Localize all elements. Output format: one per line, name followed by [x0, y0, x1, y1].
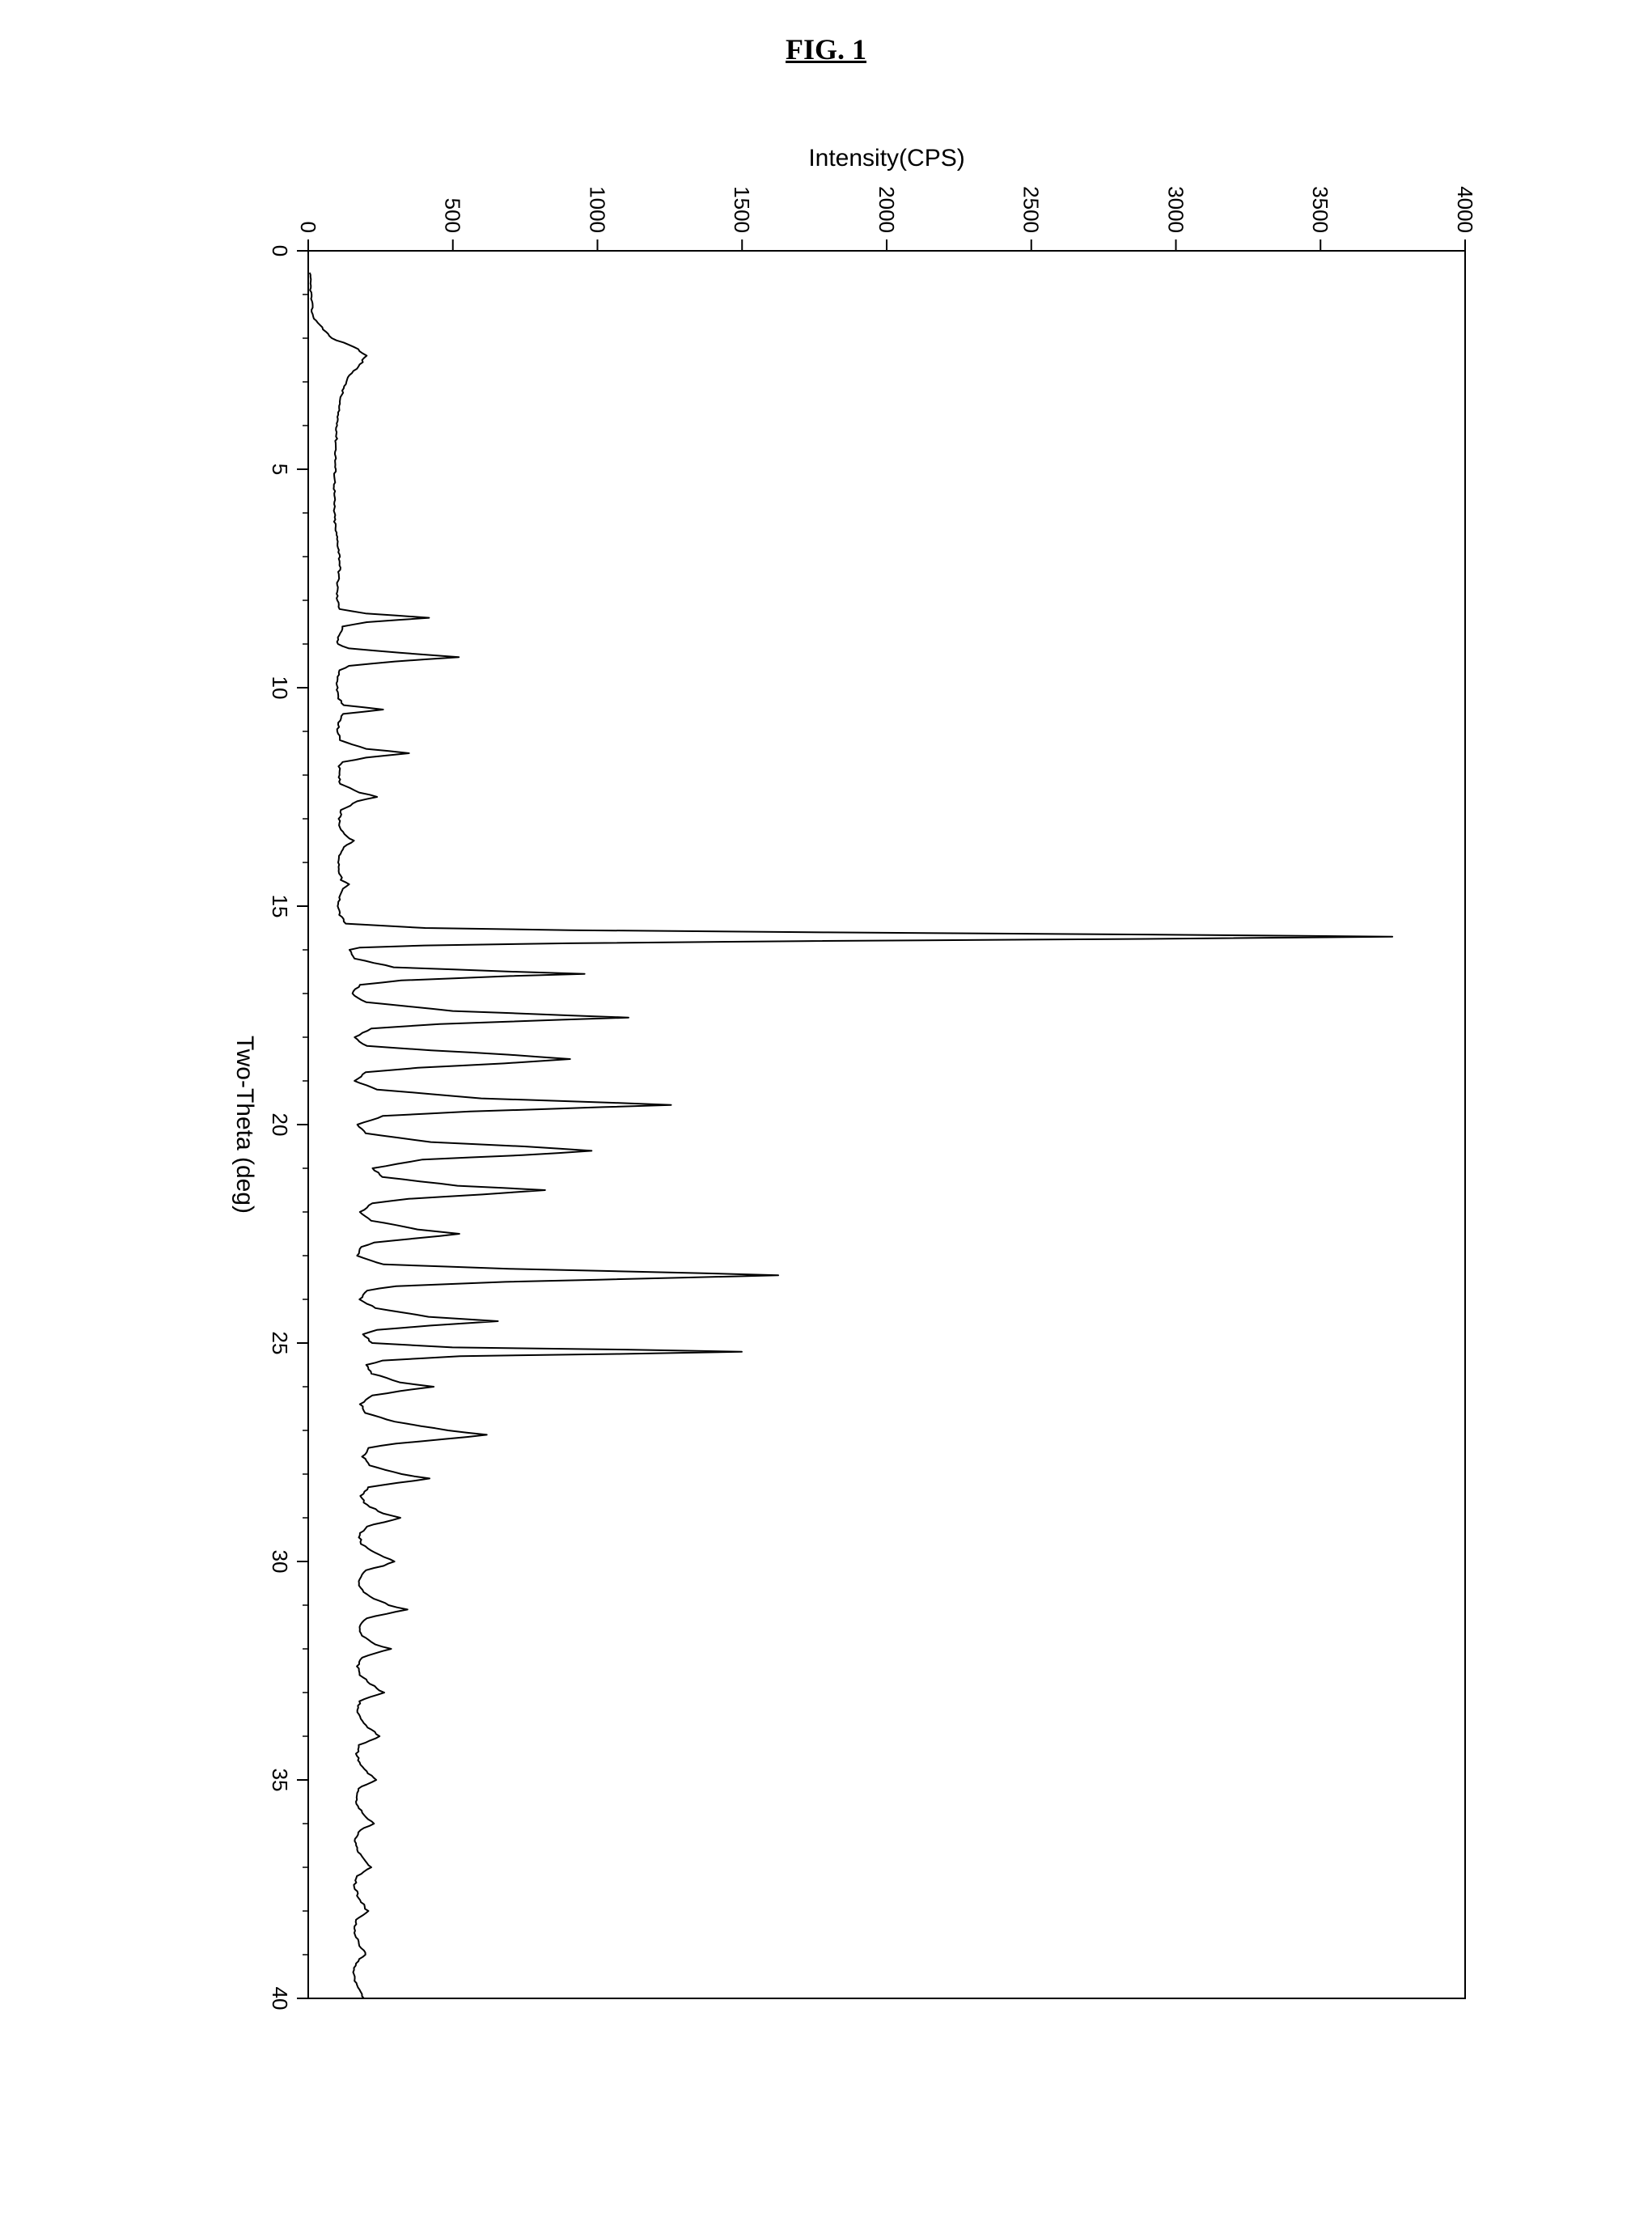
svg-text:30: 30 — [268, 1550, 292, 1574]
svg-text:3500: 3500 — [1308, 186, 1332, 233]
svg-text:Intensity(CPS): Intensity(CPS) — [808, 145, 964, 172]
svg-text:500: 500 — [441, 198, 465, 233]
svg-text:0: 0 — [268, 245, 292, 256]
xrd-chart: 0 5 10 15 20 25 30 35 40 0 500 1000 1500 2000 2500 3000… — [138, 113, 1514, 2055]
svg-text:10: 10 — [268, 676, 292, 700]
svg-text:15: 15 — [268, 895, 292, 918]
svg-text:Two-Theta (deg): Two-Theta (deg) — [231, 1036, 258, 1214]
svg-text:5: 5 — [268, 464, 292, 475]
svg-text:1000: 1000 — [585, 186, 609, 233]
chart-container: 0 5 10 15 20 25 30 35 40 0 500 1000 1500 2000 2500 3000… — [138, 113, 1514, 2055]
svg-text:0: 0 — [296, 222, 320, 233]
svg-text:20: 20 — [268, 1113, 292, 1137]
figure-title: FIG. 1 — [786, 32, 866, 66]
svg-text:3000: 3000 — [1163, 186, 1188, 233]
svg-text:2000: 2000 — [875, 186, 899, 233]
svg-text:2500: 2500 — [1019, 186, 1044, 233]
svg-text:25: 25 — [268, 1332, 292, 1355]
svg-text:4000: 4000 — [1453, 186, 1477, 233]
svg-text:1500: 1500 — [730, 186, 754, 233]
svg-text:40: 40 — [268, 1987, 292, 2011]
svg-text:35: 35 — [268, 1769, 292, 1792]
